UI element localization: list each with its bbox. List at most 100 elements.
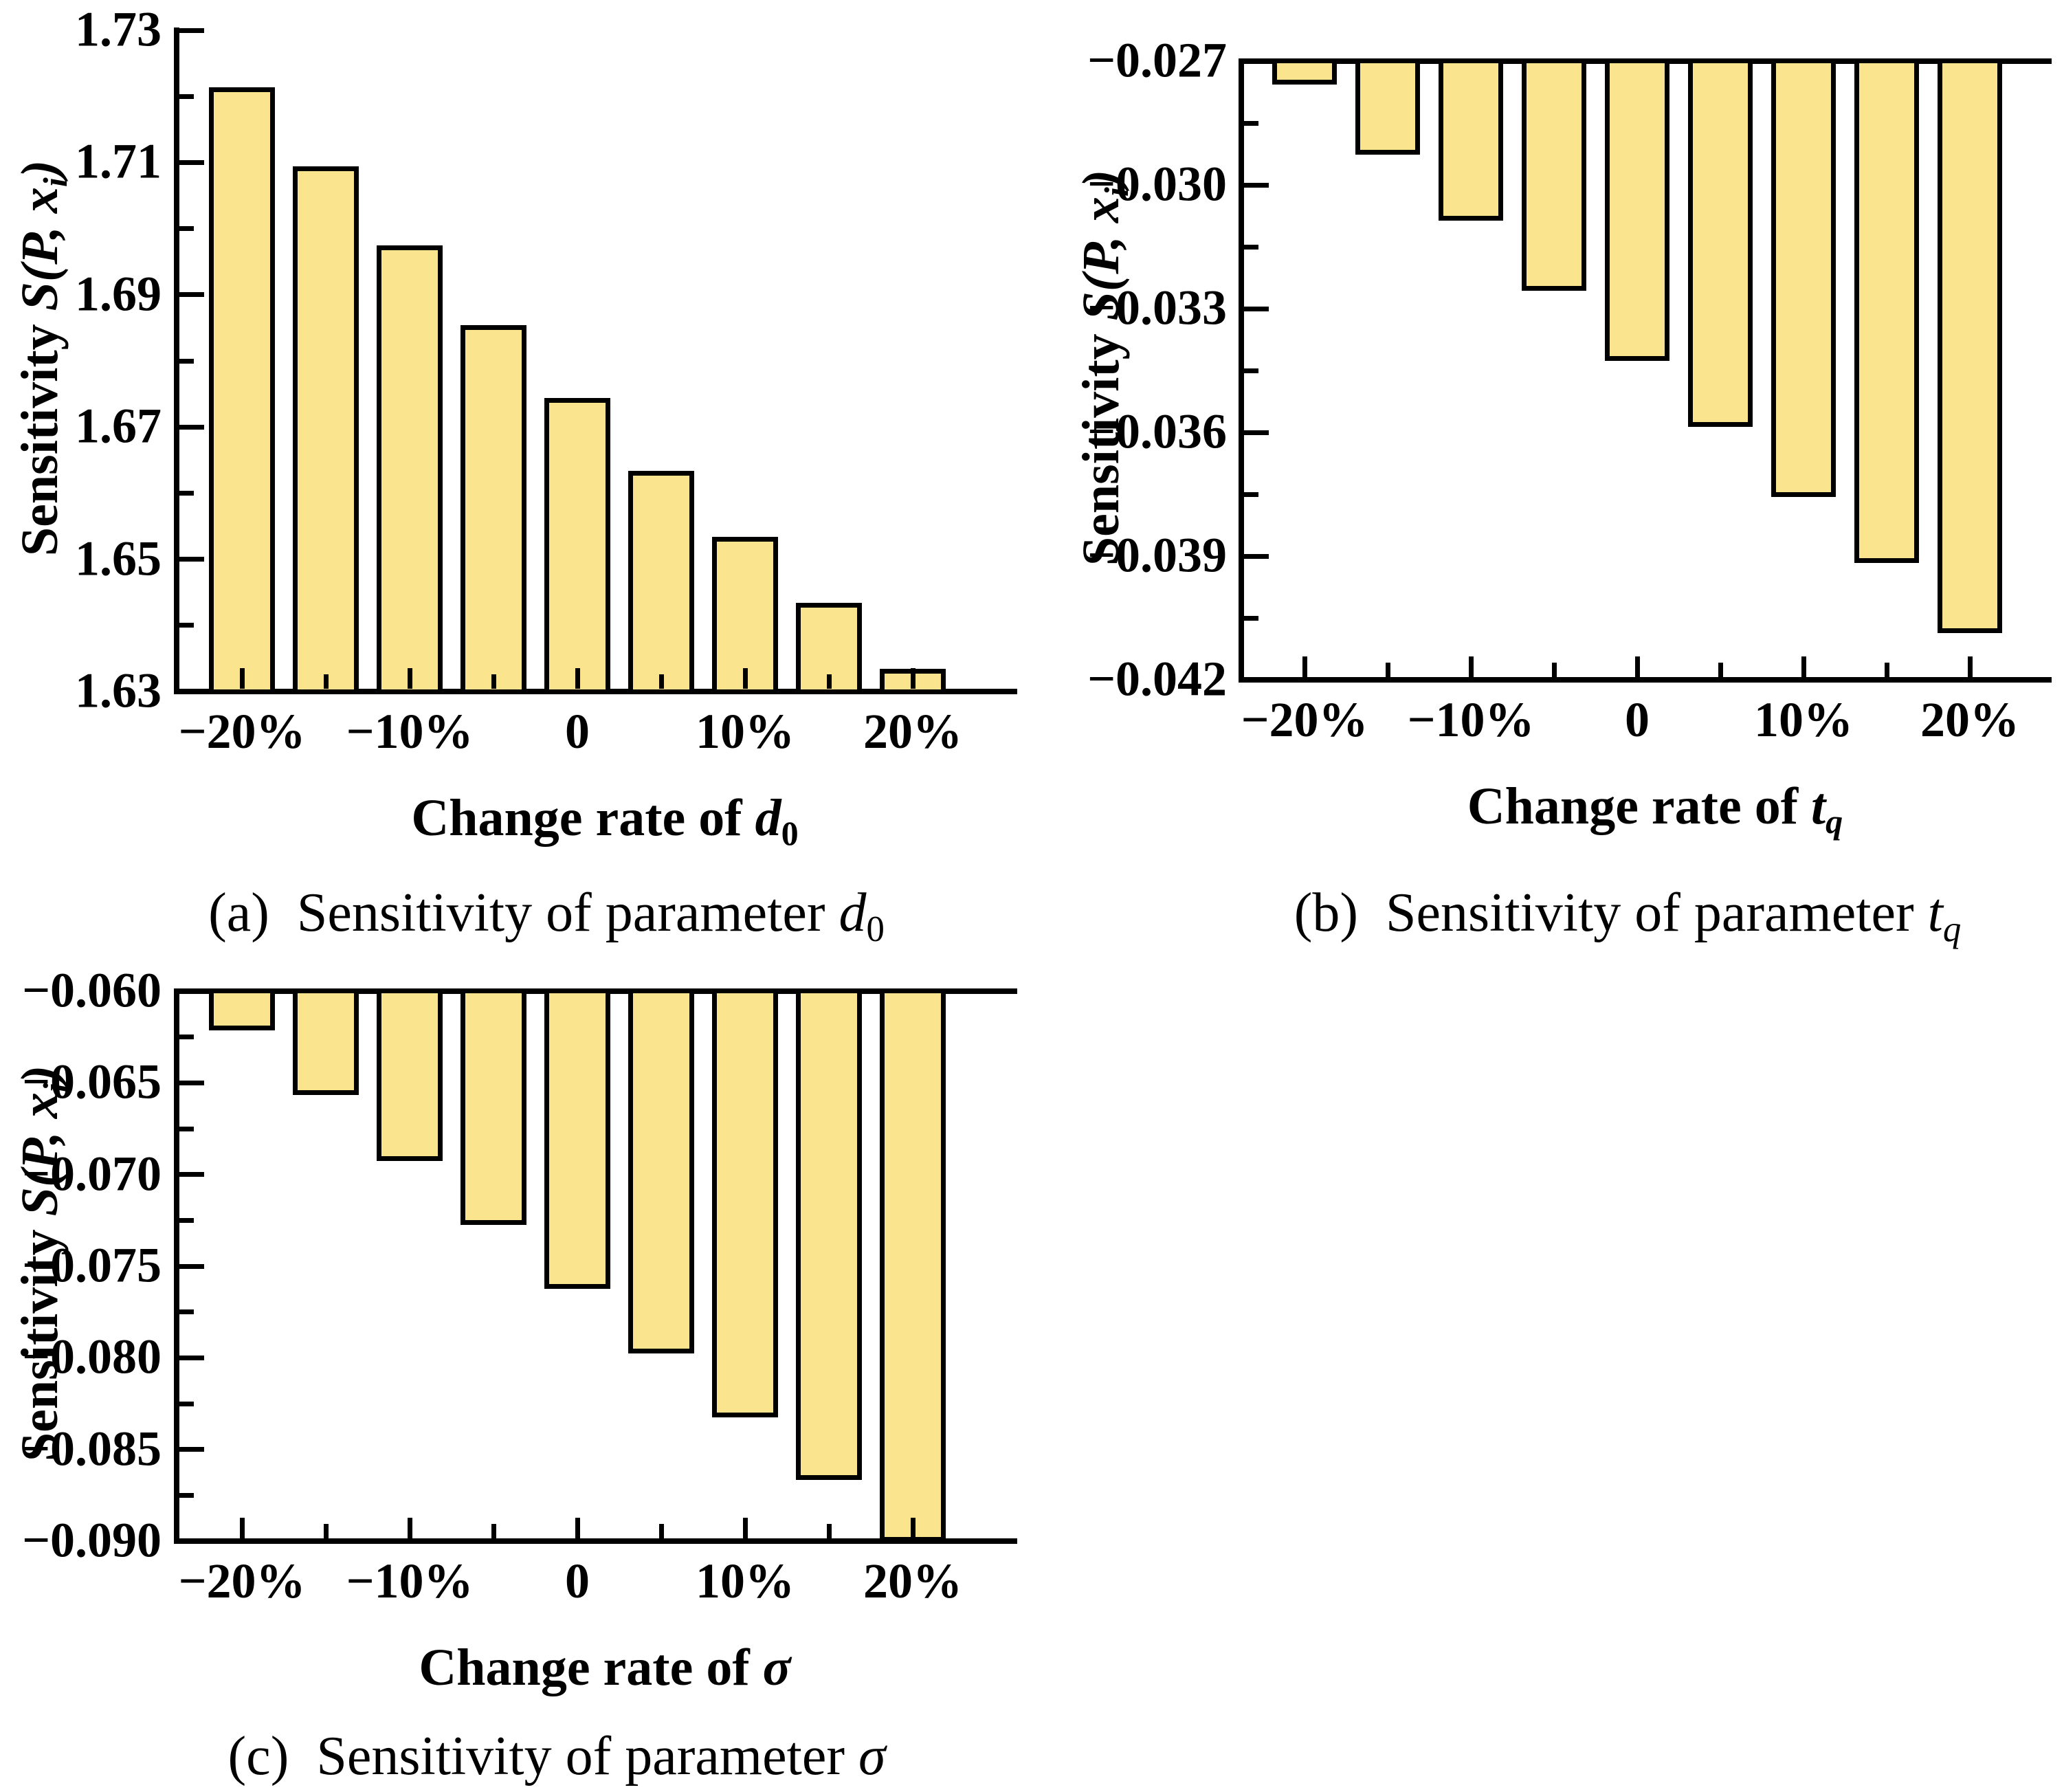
y-tick-minor xyxy=(1244,491,1258,497)
y-tick-minor xyxy=(1244,244,1258,250)
y-axis-title-math: S(P, x xyxy=(11,1092,69,1217)
bar xyxy=(209,988,275,1031)
bar xyxy=(293,988,359,1095)
y-axis-title-math: S(P, x xyxy=(11,187,69,311)
chart-caption: (c) Sensitivity of parameter σ xyxy=(228,1729,886,1784)
caption-text: Sensitivity of parameter xyxy=(316,1726,859,1787)
bar xyxy=(796,988,862,1480)
x-tick-label: −10% xyxy=(346,704,474,759)
bar xyxy=(1688,58,1753,427)
bar xyxy=(1771,58,1836,497)
y-tick-label: 1.69 xyxy=(75,266,162,322)
x-axis-title-subscript: 0 xyxy=(781,814,799,853)
x-tick-minor xyxy=(323,1524,329,1538)
bar xyxy=(1272,58,1337,85)
bar xyxy=(544,397,610,694)
x-tick-major xyxy=(239,1518,245,1538)
bar xyxy=(209,87,275,694)
x-tick-label: 20% xyxy=(863,1553,962,1608)
x-tick-major xyxy=(1634,656,1640,677)
x-tick-major xyxy=(1967,656,1973,677)
y-tick-major xyxy=(179,159,204,165)
x-tick-label: 0 xyxy=(565,1553,590,1608)
y-axis-title-text: Sensitivity xyxy=(11,311,69,557)
y-tick-label: 1.65 xyxy=(75,531,162,586)
x-tick-minor xyxy=(491,1524,496,1538)
y-tick-label: 1.67 xyxy=(75,398,162,454)
y-tick-label: −0.065 xyxy=(21,1054,162,1109)
y-tick-major xyxy=(1244,553,1269,559)
y-tick-major xyxy=(179,1080,204,1085)
y-tick-minor xyxy=(179,1126,194,1131)
x-tick-minor xyxy=(658,1524,664,1538)
x-tick-label: −20% xyxy=(178,704,306,759)
y-axis-title-math-close: ) xyxy=(11,1065,69,1083)
bar xyxy=(1439,58,1503,221)
y-axis-line xyxy=(174,988,179,1544)
x-tick-minor xyxy=(323,674,329,689)
x-tick-major xyxy=(239,668,245,689)
y-axis-title-math-close: ) xyxy=(1072,169,1130,188)
y-tick-minor xyxy=(1244,120,1258,126)
y-tick-major xyxy=(1244,306,1269,311)
y-tick-major xyxy=(179,557,204,562)
x-tick-minor xyxy=(1718,663,1723,677)
x-tick-label: 10% xyxy=(1754,692,1853,747)
x-axis-title-text: Change rate of xyxy=(411,789,755,847)
bar xyxy=(1522,58,1586,291)
y-tick-label: −0.033 xyxy=(1087,280,1227,335)
y-axis-title-subscript: i xyxy=(1097,187,1136,197)
x-tick-label: −10% xyxy=(1407,692,1535,747)
y-tick-major xyxy=(179,424,204,430)
y-tick-label: −0.090 xyxy=(21,1512,162,1568)
caption-symbol: d xyxy=(839,883,867,943)
x-axis-title-text: Change rate of xyxy=(1467,777,1812,835)
x-tick-label: 0 xyxy=(565,704,590,759)
x-tick-major xyxy=(742,668,748,689)
x-tick-major xyxy=(1302,656,1307,677)
y-tick-major xyxy=(1244,430,1269,435)
bar xyxy=(1854,58,1919,563)
x-axis-title-symbol: σ xyxy=(762,1639,791,1696)
x-tick-major xyxy=(407,1518,412,1538)
y-axis-line xyxy=(1239,58,1244,683)
y-tick-label: 1.71 xyxy=(75,133,162,189)
y-tick-major xyxy=(179,292,204,298)
y-tick-major xyxy=(179,689,204,694)
x-tick-label: −20% xyxy=(178,1553,306,1608)
y-axis-line xyxy=(174,27,179,694)
y-axis-title-subscript: i xyxy=(36,177,75,188)
x-tick-label: 20% xyxy=(1920,692,2019,747)
x-tick-label: 0 xyxy=(1625,692,1650,747)
y-tick-label: −0.039 xyxy=(1087,527,1227,583)
y-axis-title: Sensitivity S(P, xi) xyxy=(11,160,74,557)
y-axis-title-math: S(P, x xyxy=(1072,197,1130,321)
x-tick-minor xyxy=(1385,663,1390,677)
x-tick-major xyxy=(910,1518,916,1538)
chart-caption: (b) Sensitivity of parameter tq xyxy=(1294,883,1962,947)
caption-index: (b) xyxy=(1294,883,1386,943)
x-tick-major xyxy=(575,668,580,689)
chart-caption: (a) Sensitivity of parameter d0 xyxy=(208,883,885,947)
y-axis-title: Sensitivity S(P, xi) xyxy=(11,1065,74,1461)
y-tick-minor xyxy=(179,1492,194,1498)
y-axis-title-subscript: i xyxy=(36,1083,75,1093)
x-axis-title-symbol: t xyxy=(1811,777,1826,835)
x-tick-minor xyxy=(1551,663,1557,677)
y-tick-major xyxy=(179,1263,204,1269)
x-axis-title-subscript: q xyxy=(1826,802,1843,841)
y-tick-label: −0.075 xyxy=(21,1237,162,1293)
y-tick-label: −0.036 xyxy=(1087,403,1227,459)
bar xyxy=(880,988,946,1542)
y-tick-major xyxy=(1244,58,1269,64)
x-tick-major xyxy=(407,668,412,689)
x-tick-label: 20% xyxy=(863,704,962,759)
x-axis-title: Change rate of σ xyxy=(419,1641,790,1694)
y-tick-label: −0.070 xyxy=(21,1146,162,1202)
x-axis-title: Change rate of tq xyxy=(1467,777,1843,839)
y-tick-minor xyxy=(179,1217,194,1223)
bar xyxy=(628,988,694,1353)
y-axis-title: Sensitivity S(P, xi) xyxy=(1072,169,1135,566)
x-tick-major xyxy=(1801,656,1806,677)
x-tick-minor xyxy=(658,674,664,689)
